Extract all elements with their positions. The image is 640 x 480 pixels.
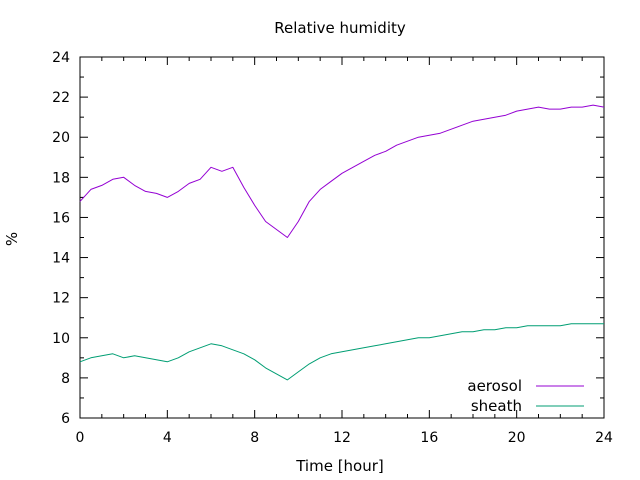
plot-frame (79, 56, 605, 419)
legend: aerosol sheath (467, 377, 584, 415)
y-tick-label: 18 (52, 170, 70, 186)
y-axis: 6 8 10 12 14 16 18 20 22 24 (52, 50, 604, 427)
minor-ticks (80, 57, 604, 418)
chart-title: Relative humidity (274, 19, 406, 37)
x-tick-label: 8 (250, 430, 259, 446)
y-tick-label: 6 (61, 411, 70, 427)
y-tick-label: 16 (52, 210, 70, 226)
legend-label-sheath: sheath (471, 397, 522, 415)
x-tick-label: 16 (420, 430, 438, 446)
legend-label-aerosol: aerosol (467, 377, 522, 395)
y-tick-label: 8 (61, 371, 70, 387)
y-axis-title: % (3, 232, 21, 246)
x-tick-label: 20 (508, 430, 526, 446)
x-tick-label: 12 (333, 430, 351, 446)
x-axis-title: Time [hour] (295, 457, 384, 475)
y-tick-label: 12 (52, 291, 70, 307)
series-line-aerosol (79, 104, 605, 238)
y-tick-label: 10 (52, 331, 70, 347)
x-tick-label: 0 (76, 430, 85, 446)
y-tick-label: 22 (52, 90, 70, 106)
x-tick-label: 24 (595, 430, 613, 446)
x-axis: 0 4 8 12 16 20 24 (76, 57, 613, 446)
series-layer (79, 104, 605, 381)
series-line-sheath (79, 323, 604, 381)
x-tick-label: 4 (163, 430, 172, 446)
y-tick-label: 20 (52, 130, 70, 146)
y-tick-label: 24 (52, 50, 70, 66)
y-tick-label: 14 (52, 251, 70, 267)
